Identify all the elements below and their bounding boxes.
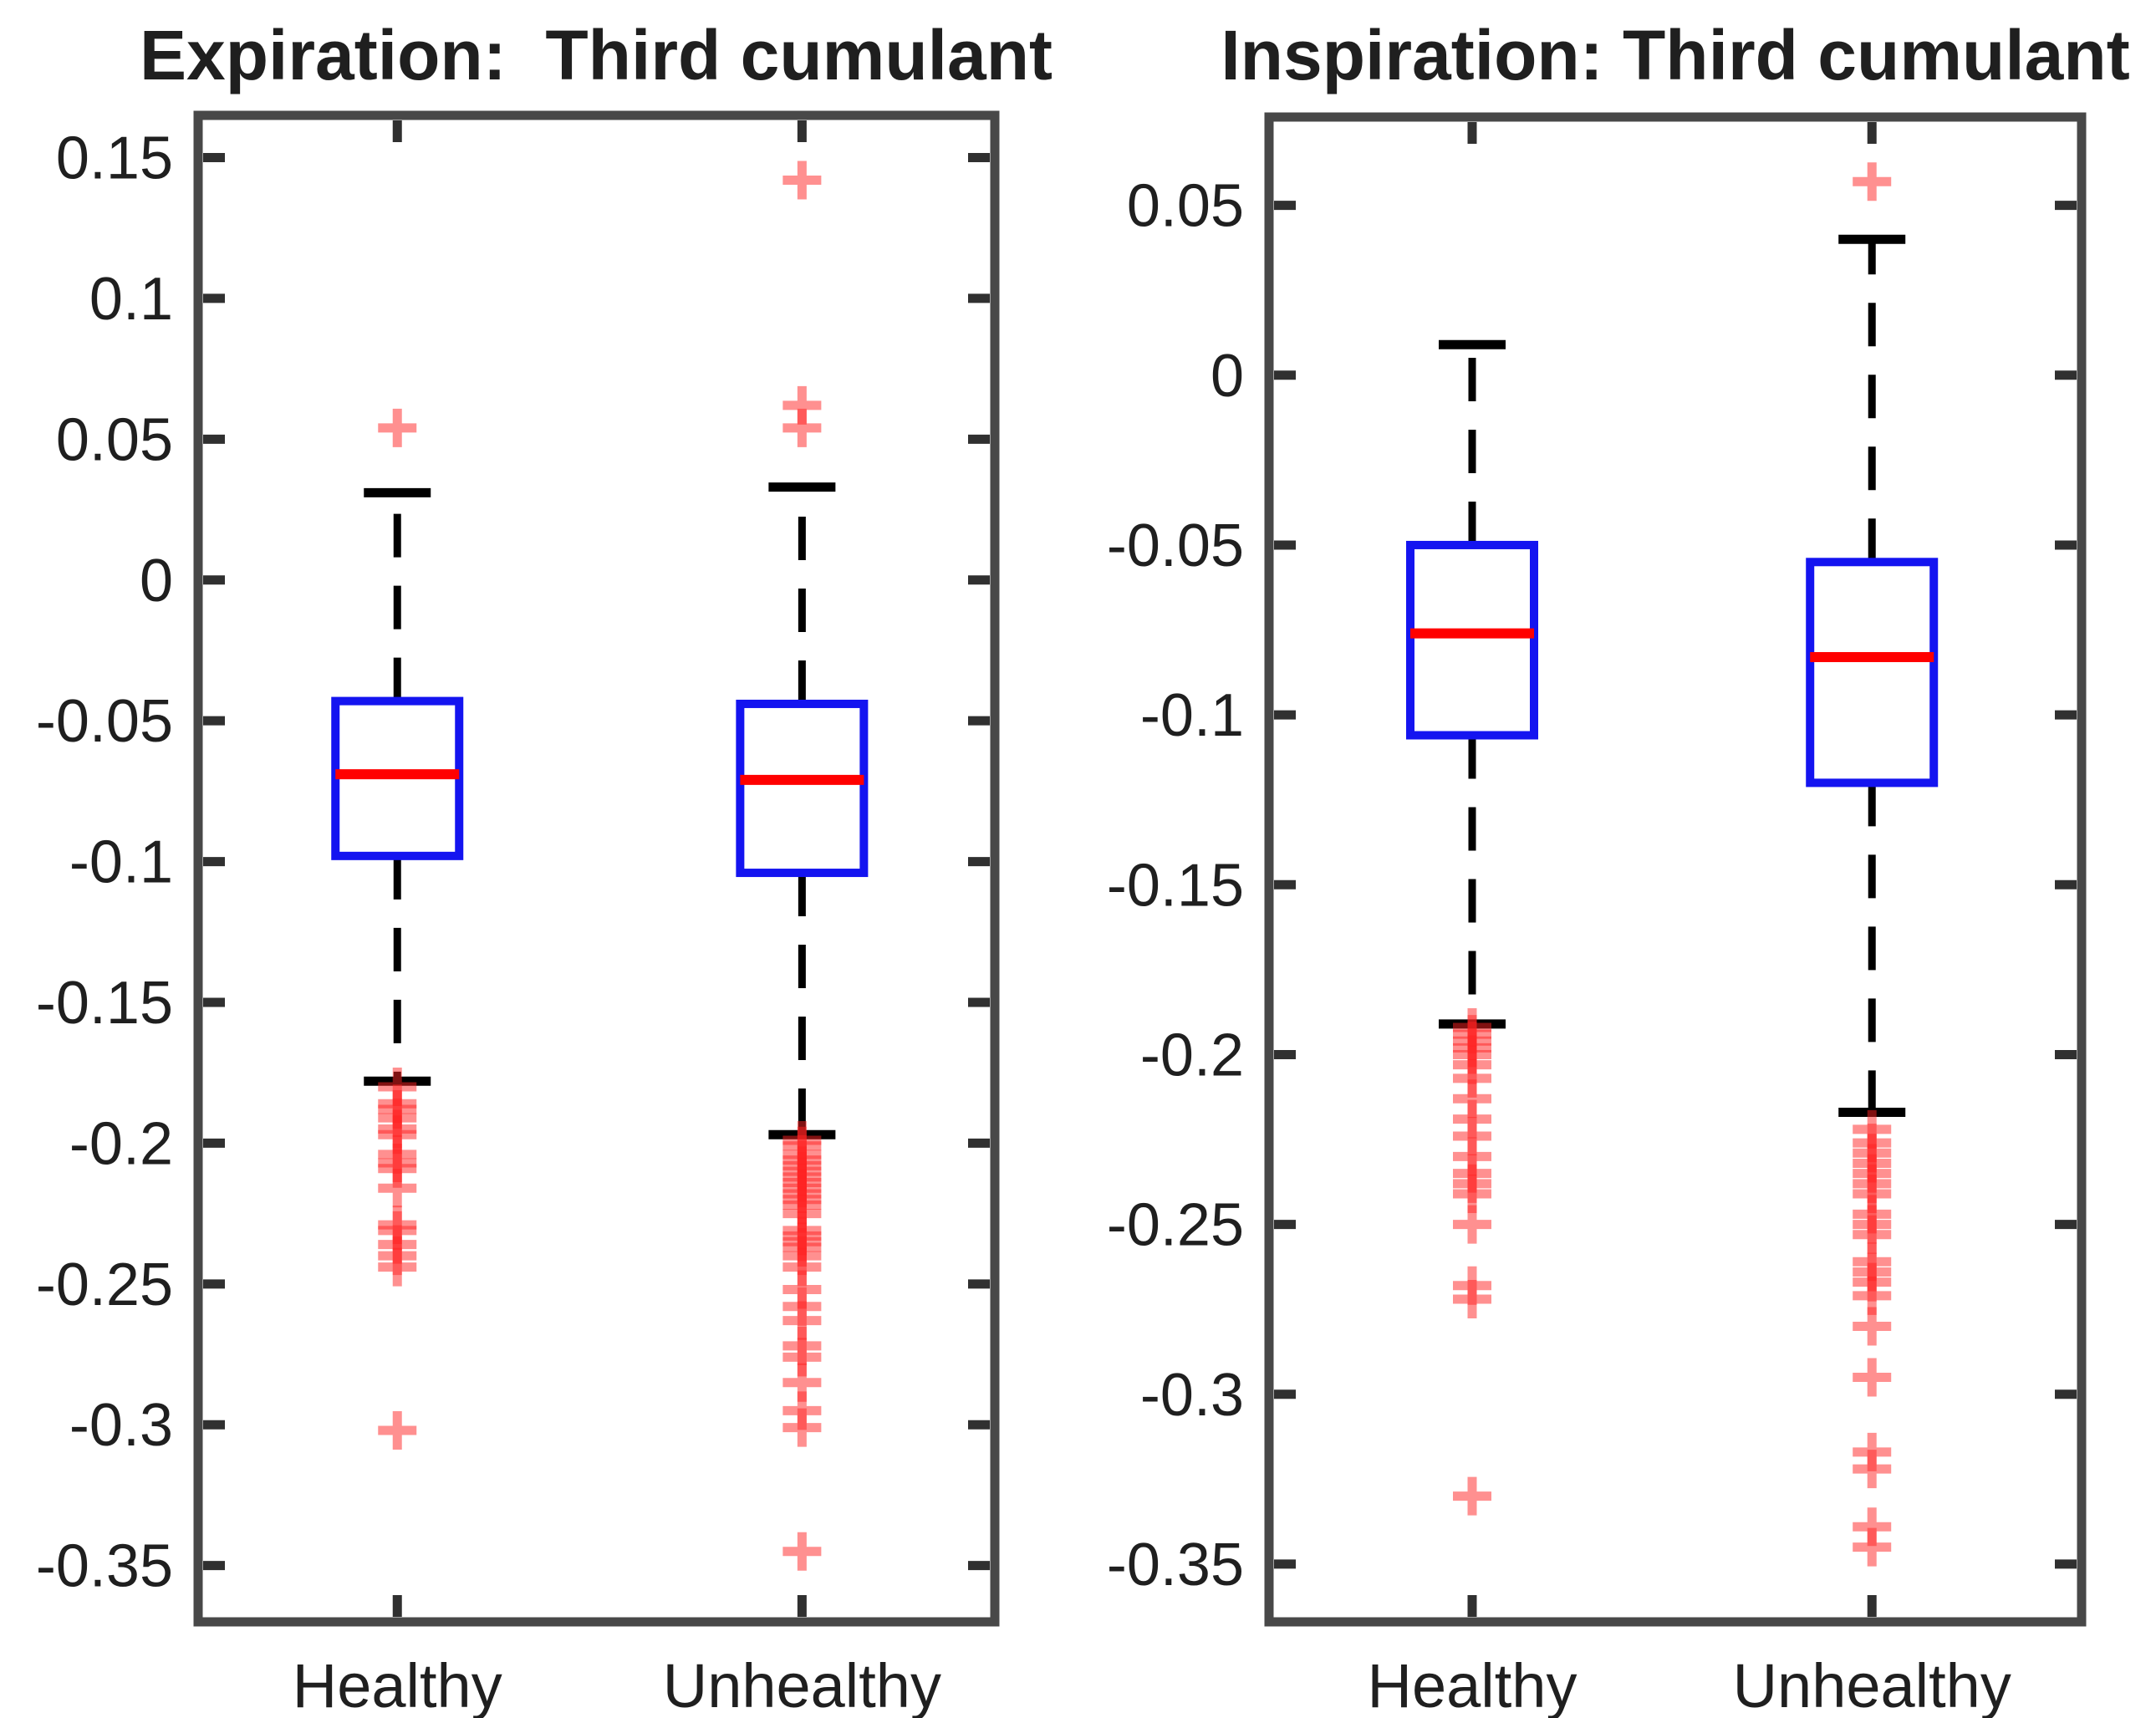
- y-tick-label: 0: [140, 548, 173, 614]
- y-tick-label: 0: [1211, 343, 1244, 410]
- y-tick-label: -0.2: [1140, 1022, 1244, 1088]
- y-tick-label: -0.25: [1107, 1192, 1244, 1259]
- x-axis-label: Unhealthy: [1733, 1651, 2011, 1718]
- y-tick-label: 0.1: [89, 266, 173, 333]
- y-tick-label: -0.15: [1107, 852, 1244, 919]
- plot-frame: [193, 110, 1000, 1627]
- y-tick-label: 0.05: [1127, 173, 1244, 240]
- iqr-box: [1406, 540, 1538, 740]
- outlier-marker: [782, 1408, 822, 1447]
- outlier-marker: [782, 161, 822, 200]
- y-tick-label: 0.05: [56, 406, 173, 473]
- y-tick-label: -0.35: [1107, 1532, 1244, 1598]
- outlier-marker: [1453, 1280, 1491, 1318]
- plot-frame: [1264, 112, 2087, 1627]
- y-tick-label: 0.15: [56, 125, 173, 192]
- y-tick-label: -0.1: [1140, 682, 1244, 749]
- outlier-marker: [782, 1532, 822, 1571]
- outlier-marker: [1853, 1307, 1892, 1346]
- y-tick-label: -0.2: [69, 1110, 173, 1177]
- outlier-marker: [378, 408, 417, 447]
- x-axis-label: Healthy: [1368, 1651, 1577, 1718]
- y-tick-label: -0.3: [1140, 1362, 1244, 1429]
- outlier-marker: [782, 408, 822, 447]
- iqr-box: [736, 699, 869, 878]
- outlier-marker: [378, 1169, 417, 1208]
- outlier-marker: [1453, 1205, 1491, 1244]
- y-tick-label: -0.25: [36, 1252, 173, 1318]
- x-axis-label: Healthy: [293, 1651, 502, 1718]
- x-axis-label: Unhealthy: [663, 1651, 941, 1718]
- y-tick-label: -0.15: [36, 970, 173, 1037]
- outlier-marker: [1853, 1527, 1892, 1567]
- outlier-marker: [1853, 1450, 1892, 1489]
- y-tick-label: -0.35: [36, 1533, 173, 1600]
- y-tick-label: -0.3: [69, 1392, 173, 1459]
- y-tick-label: -0.05: [36, 688, 173, 755]
- outlier-marker: [378, 1410, 417, 1450]
- iqr-box: [1806, 558, 1939, 788]
- right-plot-title: Inspiration: Third cumulant: [1221, 16, 2130, 94]
- outlier-marker: [1853, 1358, 1892, 1397]
- outlier-marker: [1453, 1476, 1491, 1516]
- y-tick-label: -0.05: [1107, 512, 1244, 579]
- outlier-marker: [1853, 162, 1892, 201]
- outlier-marker: [378, 1247, 417, 1287]
- left-plot-title: Expiration: Third cumulant: [139, 16, 1053, 94]
- y-tick-label: -0.1: [69, 829, 173, 896]
